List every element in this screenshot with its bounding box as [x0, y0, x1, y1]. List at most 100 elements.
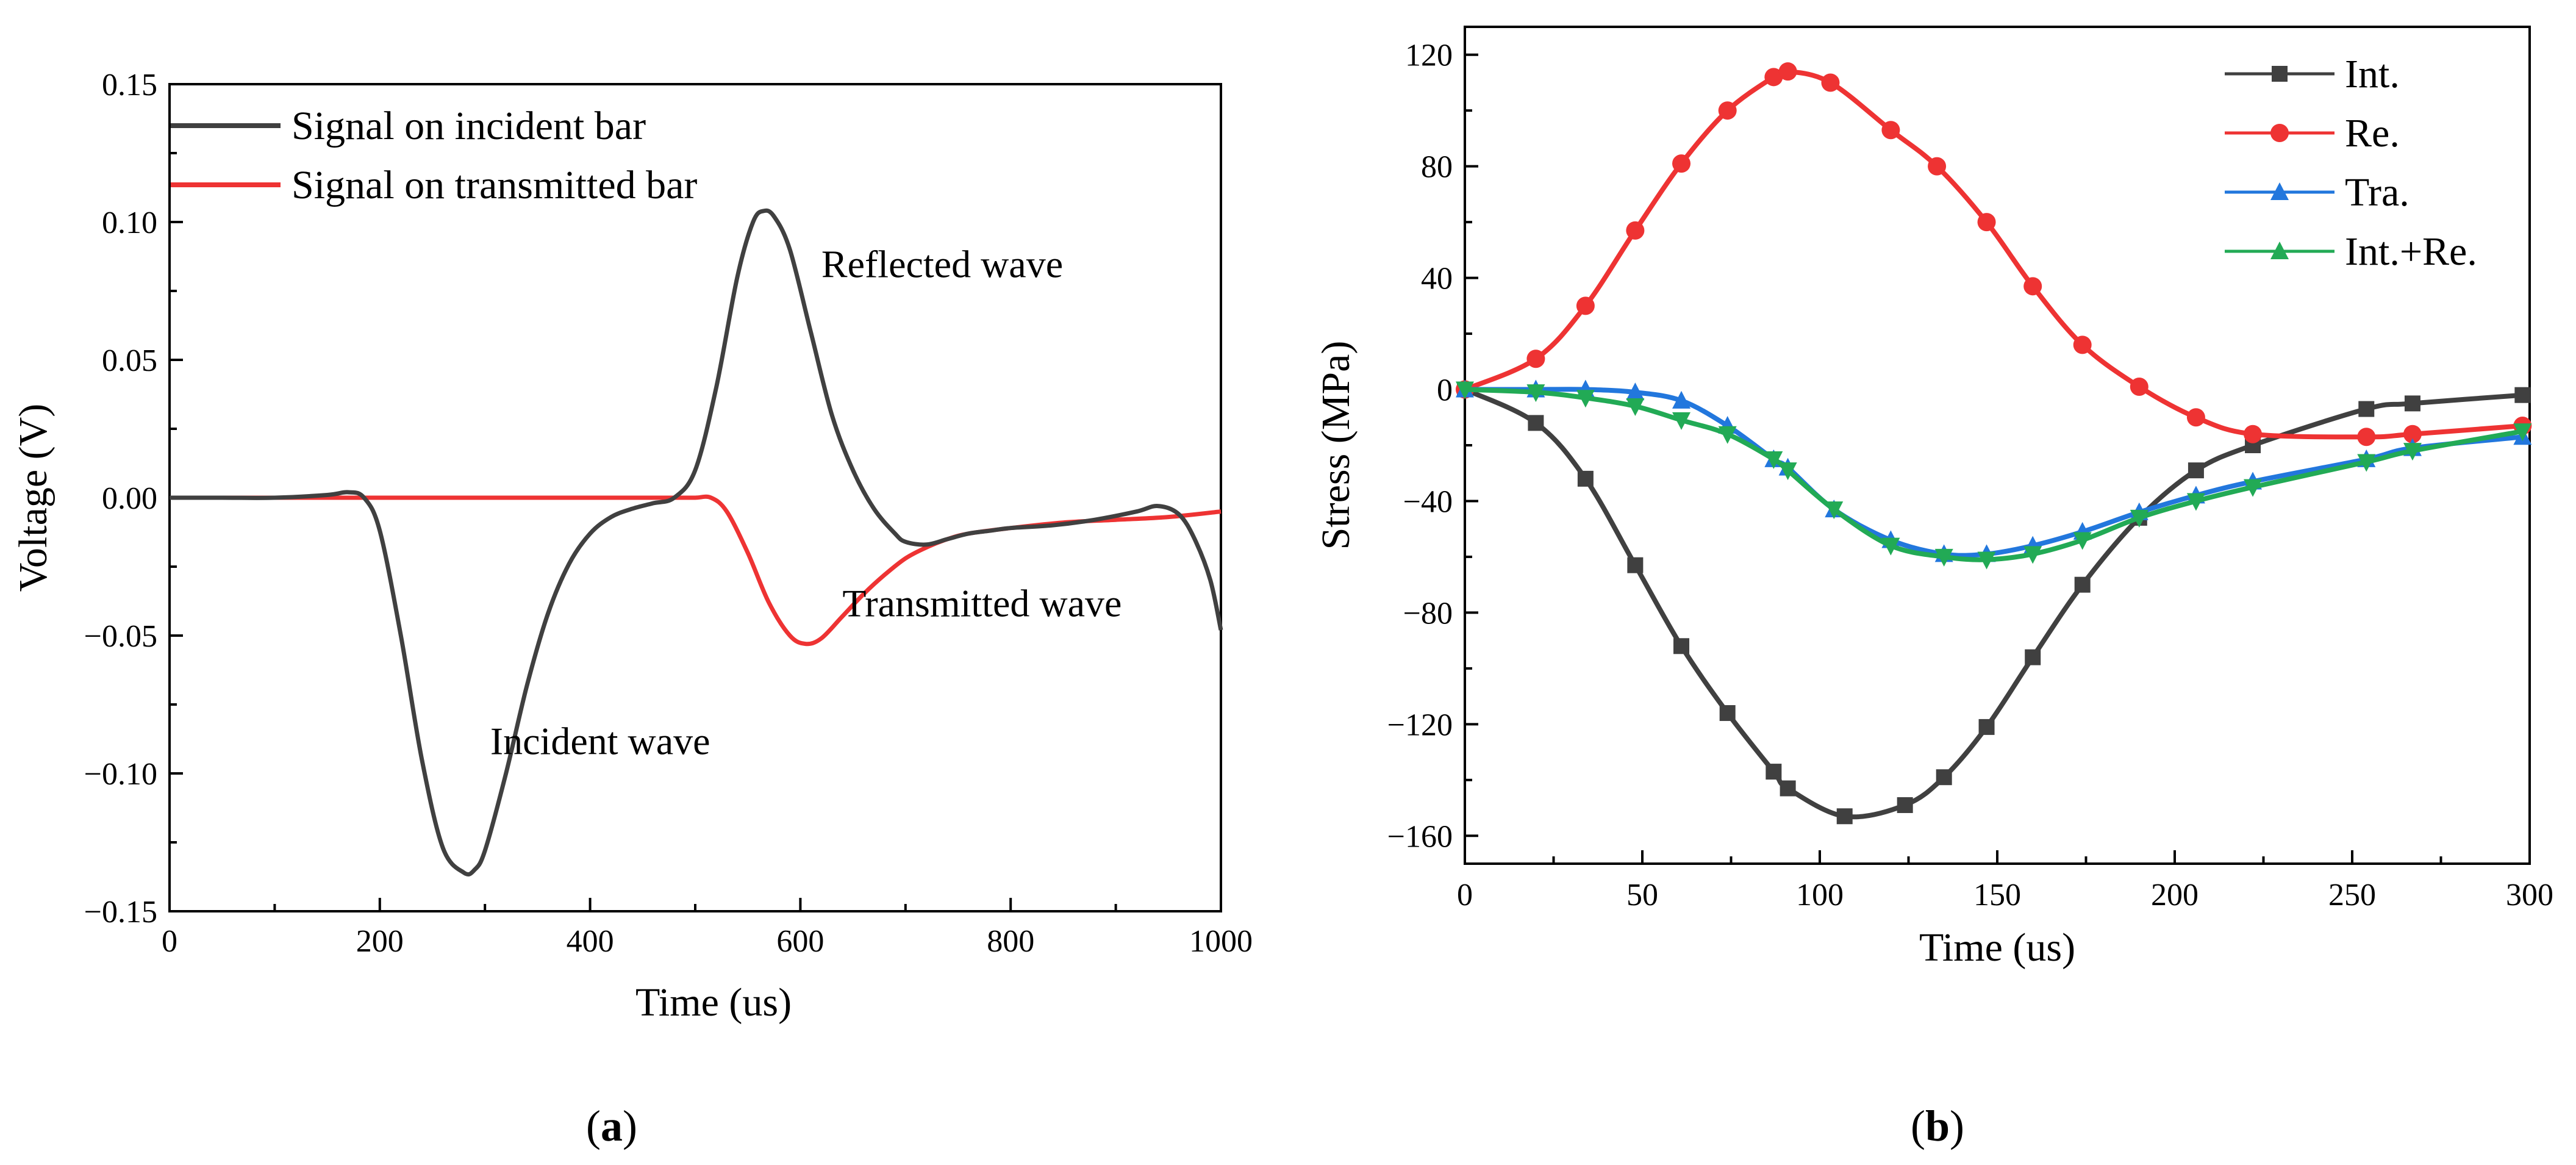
legend-marker-int: [2272, 66, 2288, 82]
legend-entry-tra: Tra.: [2225, 170, 2410, 215]
chart-a-y-tick-label: −0.10: [84, 757, 157, 792]
chart-a-y-tick-label: 0.05: [102, 343, 157, 378]
chart-b-point-tra: [1672, 390, 1691, 409]
chart-b-point-int: [1978, 719, 1995, 735]
chart-b-point-int-re: [1626, 398, 1645, 416]
chart-b-point-int-re: [2513, 423, 2532, 442]
chart-b-x-tick-label: 250: [2328, 878, 2376, 912]
chart-b-point-int-re: [1456, 381, 1474, 400]
chart-b-point-int-re: [1526, 384, 1545, 403]
chart-a-ticks: 0 200 400 600 800 1000 −0.15 −0.10 −0.05 0.00 0.05…: [84, 68, 1253, 959]
chart-a: 0 200 400 600 800 1000 −0.15 −0.10 −0.05 0.00 0.05…: [11, 68, 1253, 1025]
legend-marker-re: [2270, 124, 2289, 142]
chart-b-y-tick-label: 40: [1421, 262, 1453, 296]
annotation-transmitted-wave: Transmitted wave: [842, 581, 1122, 625]
chart-b-point-int: [1627, 557, 1644, 573]
legend-marker-int: [2272, 66, 2288, 82]
chart-b-ticks: 0 50 100 150 200 250 300 −160 −120 −80 −40 0 40 80 120: [1387, 38, 2553, 912]
chart-b-point-re: [2130, 377, 2148, 396]
chart-a-x-tick-label: 1000: [1189, 924, 1253, 959]
chart-a-x-tick-label: 600: [776, 924, 824, 959]
chart-b-point-int: [1897, 797, 1913, 813]
chart-a-x-tick-label: 200: [356, 924, 404, 959]
chart-b-point-int: [2404, 395, 2420, 412]
chart-a-x-tick-label: 800: [987, 924, 1034, 959]
chart-b-point-re: [1526, 349, 1545, 368]
chart-b-point-re: [1764, 68, 1783, 87]
chart-b-point-re: [1672, 154, 1691, 173]
chart-b-point-int: [1766, 764, 1782, 780]
chart-b-point-int-re: [1672, 412, 1691, 430]
chart-b-point-int-re: [1576, 390, 1595, 408]
chart-b-point-int: [2025, 649, 2041, 665]
chart-b-point-re: [2023, 277, 2042, 296]
chart-b-series: [1456, 62, 2532, 825]
chart-b-point-int: [1780, 780, 1796, 797]
chart-b-point-int: [1577, 470, 1594, 487]
chart-b-point-int-re: [1718, 426, 1737, 444]
svg-text:(b): (b): [1911, 1102, 1964, 1150]
chart-b-point-int-re: [2130, 509, 2148, 528]
chart-a-annotations: Reflected wave Transmitted wave Incident…: [490, 242, 1122, 762]
chart-b-x-tick-label: 150: [1973, 878, 2021, 912]
legend-marker-tra: [2270, 182, 2289, 200]
chart-b-point-int-re: [1778, 462, 1797, 481]
chart-b-x-tick-label: 0: [1457, 878, 1473, 912]
chart-a-x-tick-label: 400: [567, 924, 614, 959]
legend-label-re: Re.: [2345, 111, 2400, 156]
chart-b-point-re: [1928, 157, 1947, 176]
chart-b-x-axis-label: Time (us): [1919, 925, 2075, 970]
chart-a-legend: Signal on incident bar Signal on transmi…: [171, 104, 697, 207]
chart-b-point-re: [1821, 73, 1840, 92]
chart-b-point-int: [1719, 705, 1736, 722]
chart-b-series-re: [1456, 62, 2532, 446]
chart-a-series: [170, 208, 1223, 876]
legend-entry-re: Re.: [2225, 111, 2400, 156]
chart-a-y-tick-label: −0.05: [84, 619, 157, 654]
chart-b-point-int-re: [1881, 537, 1900, 556]
legend-marker-int-re: [2270, 242, 2289, 259]
chart-a-y-axis-label: Voltage (V): [11, 404, 55, 592]
legend-marker-int-re: [2270, 242, 2289, 259]
chart-a-y-tick-label: 0.10: [102, 206, 157, 240]
chart-b-x-tick-label: 300: [2506, 878, 2553, 912]
legend-entry-int-re: Int.+Re.: [2225, 229, 2477, 274]
chart-b-x-tick-label: 50: [1626, 878, 1658, 912]
chart-b-point-re: [1778, 62, 1797, 81]
chart-b-point-re: [1576, 296, 1595, 315]
chart-b-point-re: [2403, 425, 2422, 443]
chart-b-point-int-re: [2023, 546, 2042, 564]
legend-label-incident-bar: Signal on incident bar: [292, 104, 646, 148]
legend-label-int: Int.: [2345, 52, 2400, 96]
chart-b-y-tick-label: −120: [1387, 708, 1453, 742]
chart-b-point-int: [2358, 401, 2375, 417]
chart-b-point-tra: [1626, 382, 1645, 401]
legend-label-transmitted-bar: Signal on transmitted bar: [292, 163, 697, 207]
chart-b-y-tick-label: −40: [1403, 484, 1453, 519]
chart-b-y-tick-label: 120: [1405, 38, 1453, 73]
svg-text:(a): (a): [586, 1102, 637, 1150]
chart-b-point-re: [2073, 335, 2092, 354]
legend-marker-tra: [2270, 182, 2289, 200]
chart-b-point-int-re: [2073, 532, 2092, 550]
chart-b-y-tick-label: 0: [1437, 373, 1453, 408]
chart-b-point-re: [1626, 221, 1645, 240]
chart-b-point-int-re: [2186, 493, 2205, 511]
legend-label-tra: Tra.: [2345, 170, 2410, 215]
chart-b-point-int-re: [1825, 501, 1844, 520]
chart-b-point-int: [1673, 638, 1690, 654]
chart-b-point-re: [2244, 425, 2263, 443]
chart-b-point-re: [2357, 428, 2376, 446]
chart-b-point-int-re: [1934, 548, 1953, 567]
chart-b-x-tick-label: 100: [1796, 878, 1844, 912]
chart-b-point-int: [1836, 808, 1853, 825]
chart-b-point-re: [1718, 101, 1737, 120]
chart-b-legend: Int. Re. Tra. Int.+Re.: [2225, 52, 2477, 274]
chart-b-point-int-re: [2403, 443, 2422, 461]
chart-b-point-int-re: [2357, 454, 2376, 472]
annotation-incident-wave: Incident wave: [490, 719, 710, 762]
chart-b-y-tick-label: −160: [1387, 819, 1453, 854]
chart-b-y-tick-label: 80: [1421, 150, 1453, 185]
chart-b-point-int-re: [1764, 451, 1783, 469]
chart-a-y-tick-label: 0.15: [102, 68, 157, 102]
